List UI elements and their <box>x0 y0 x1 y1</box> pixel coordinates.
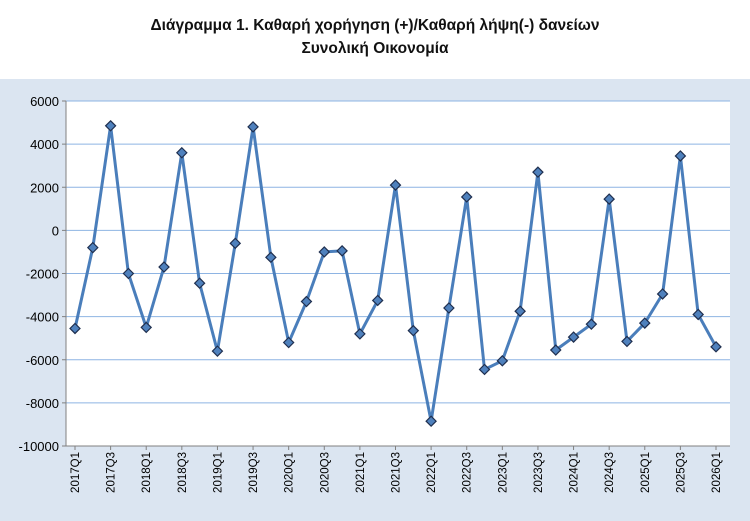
data-point <box>532 166 544 179</box>
y-tick-label: -2000 <box>26 267 59 282</box>
x-tick-label: 2025Q1 <box>640 452 652 493</box>
y-tick-label: -4000 <box>26 310 59 325</box>
series <box>69 119 722 428</box>
data-point <box>496 354 509 367</box>
chart-subtitle: Συνολική Οικονομία <box>301 40 449 57</box>
y-tick-label: 2000 <box>30 180 59 195</box>
data-point <box>175 146 188 159</box>
data-point <box>621 335 633 348</box>
chart-title: Διάγραμμα 1. Καθαρή χορήγηση (+)/Καθαρή … <box>0 14 750 60</box>
y-tick-label: -6000 <box>26 353 59 368</box>
data-point <box>247 121 259 133</box>
data-point <box>638 317 651 329</box>
x-axis-ticks: 2017Q1 2017Q3 2018Q1 2018Q3 2019Q1 2019Q3 2020… <box>70 452 723 493</box>
data-point <box>478 363 491 376</box>
data-point <box>140 321 153 334</box>
data-point <box>407 324 420 337</box>
data-point <box>585 318 598 331</box>
x-tick-label: 2019Q3 <box>248 452 260 493</box>
data-point <box>514 305 526 318</box>
data-point <box>354 328 366 340</box>
y-tick-label: 4000 <box>30 137 59 152</box>
x-tick-label: 2023Q3 <box>533 452 545 493</box>
data-point <box>265 251 277 264</box>
x-tick-label: 2022Q3 <box>462 452 474 493</box>
x-tick-label: 2024Q3 <box>604 452 616 493</box>
x-tick-label: 2023Q1 <box>497 452 509 493</box>
data-point <box>211 345 224 357</box>
x-tick-label: 2022Q1 <box>426 452 438 493</box>
data-point <box>549 344 562 356</box>
x-tick-label: 2020Q3 <box>319 452 331 493</box>
x-tick-label: 2017Q3 <box>106 452 118 493</box>
y-tick-label: 0 <box>52 223 59 238</box>
y-tick-label: 6000 <box>30 94 59 109</box>
data-point <box>122 267 135 280</box>
chart-title-line1: Διάγραμμα 1. Καθαρή χορήγηση (+)/Καθαρή … <box>150 17 600 34</box>
axes <box>62 100 730 450</box>
data-point <box>282 336 295 349</box>
y-axis-ticks: 6000 4000 2000 0 -2000 -4000 -6000 -8000 -10000 <box>19 94 59 454</box>
x-tick-label: 2021Q1 <box>355 452 367 493</box>
data-point <box>86 241 99 254</box>
x-tick-label: 2024Q1 <box>569 452 581 493</box>
data-point <box>193 277 206 290</box>
data-point <box>603 193 616 205</box>
x-tick-label: 2021Q3 <box>391 452 403 493</box>
data-point <box>710 340 722 353</box>
x-tick-label: 2020Q1 <box>284 452 296 493</box>
y-tick-label: -8000 <box>26 396 59 411</box>
data-point <box>318 246 331 258</box>
data-point <box>69 322 81 335</box>
x-tick-label: 2018Q1 <box>141 452 153 493</box>
data-point <box>389 179 402 191</box>
data-point <box>104 119 117 132</box>
gridlines <box>66 100 730 447</box>
data-point <box>158 261 170 273</box>
x-tick-label: 2025Q3 <box>675 452 687 493</box>
data-point <box>674 150 687 162</box>
x-tick-label: 2018Q3 <box>177 452 189 493</box>
data-point <box>656 288 669 300</box>
x-tick-label: 2026Q1 <box>711 452 723 493</box>
y-tick-label: -10000 <box>19 439 59 454</box>
data-point <box>460 191 473 203</box>
x-tick-label: 2017Q1 <box>70 452 82 493</box>
data-point <box>229 237 242 250</box>
data-point <box>300 295 313 308</box>
data-point <box>336 245 348 257</box>
data-point <box>371 294 384 307</box>
data-point <box>692 308 705 321</box>
data-point <box>443 302 455 314</box>
data-point <box>567 331 580 343</box>
x-tick-label: 2019Q1 <box>212 452 224 493</box>
data-point <box>425 415 437 428</box>
